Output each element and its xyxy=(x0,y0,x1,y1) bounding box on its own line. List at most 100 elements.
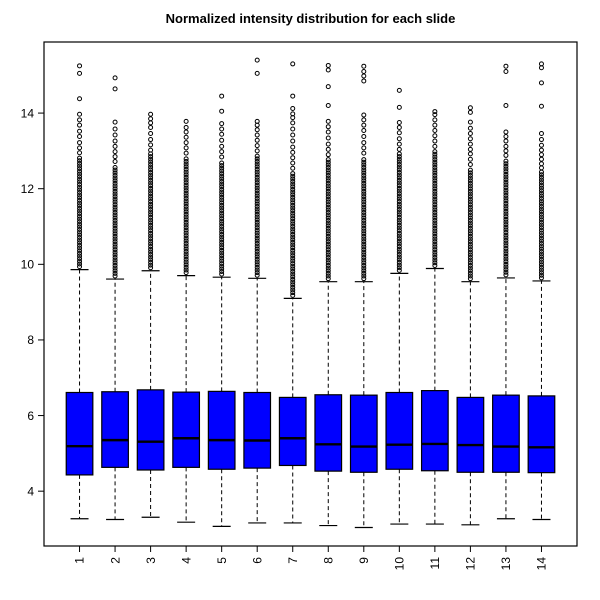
outlier-point xyxy=(219,266,225,272)
outlier-point xyxy=(148,191,154,197)
box-group-1: 1 xyxy=(65,63,94,564)
y-tick-label: 10 xyxy=(21,258,35,272)
outlier-point xyxy=(290,247,296,253)
outlier-point xyxy=(254,166,260,172)
outlier-point xyxy=(77,184,83,190)
outlier-point xyxy=(77,205,83,211)
outlier-point xyxy=(538,262,544,268)
outlier-point xyxy=(219,173,225,179)
outlier-point xyxy=(148,124,154,130)
outlier-point xyxy=(396,238,402,244)
outlier-point xyxy=(467,207,473,213)
outlier-point xyxy=(77,213,83,219)
outlier-point xyxy=(361,233,367,239)
outlier-point xyxy=(467,146,473,152)
outlier-point xyxy=(503,230,509,236)
outlier-point xyxy=(432,210,438,216)
outlier-point xyxy=(432,257,438,263)
outlier-point xyxy=(396,230,402,236)
outlier-point xyxy=(503,129,509,135)
outlier-point xyxy=(112,268,118,274)
outlier-point xyxy=(219,154,225,160)
outlier-point xyxy=(503,143,509,149)
outlier-point xyxy=(361,273,367,279)
outlier-point xyxy=(467,215,473,221)
outlier-point xyxy=(148,262,154,268)
outlier-point xyxy=(538,161,544,167)
outlier-point xyxy=(538,272,544,278)
iqr-box xyxy=(385,391,414,470)
outlier-point xyxy=(467,172,473,178)
outlier-point xyxy=(432,204,438,210)
outlier-point xyxy=(361,241,367,247)
outlier-point xyxy=(396,254,402,260)
outlier-point xyxy=(290,290,296,296)
outlier-point xyxy=(432,170,438,176)
outlier-point xyxy=(503,161,509,167)
outlier-point xyxy=(467,255,473,261)
x-tick-label: 13 xyxy=(499,557,513,571)
outlier-point xyxy=(503,245,509,251)
outlier-point xyxy=(219,186,225,192)
outlier-point xyxy=(432,186,438,192)
box-group-12: 12 xyxy=(456,105,485,570)
outlier-point xyxy=(219,242,225,248)
outlier-point xyxy=(361,183,367,189)
outlier-point xyxy=(219,261,225,267)
outlier-point xyxy=(290,266,296,272)
outlier-point xyxy=(325,257,331,263)
outlier-point xyxy=(325,180,331,186)
outlier-point xyxy=(112,132,118,138)
outlier-point xyxy=(325,236,331,242)
outlier-point xyxy=(467,257,473,263)
outlier-point xyxy=(538,61,544,67)
outlier-point xyxy=(503,103,509,109)
outlier-point xyxy=(396,251,402,257)
outlier-point xyxy=(361,239,367,245)
outlier-point xyxy=(183,201,189,207)
outlier-point xyxy=(325,188,331,194)
outlier-point xyxy=(396,141,402,147)
outlier-point xyxy=(361,165,367,171)
outlier-point xyxy=(77,96,83,102)
outlier-point xyxy=(538,103,544,109)
outlier-point xyxy=(148,175,154,181)
outlier-point xyxy=(290,250,296,256)
outlier-point xyxy=(290,271,296,277)
outlier-point xyxy=(361,215,367,221)
outlier-point xyxy=(361,257,367,263)
outlier-point xyxy=(396,228,402,234)
outlier-point xyxy=(77,166,83,172)
outlier-point xyxy=(148,220,154,226)
outlier-point xyxy=(325,273,331,279)
outlier-point xyxy=(254,169,260,175)
outlier-point xyxy=(361,249,367,255)
outlier-point xyxy=(325,191,331,197)
x-tick-label: 9 xyxy=(357,557,371,564)
outlier-point xyxy=(432,207,438,213)
outlier-point xyxy=(112,199,118,205)
outlier-point xyxy=(183,145,189,151)
outlier-point xyxy=(112,257,118,263)
outlier-point xyxy=(148,241,154,247)
outlier-point xyxy=(77,189,83,195)
outlier-point xyxy=(432,223,438,229)
outlier-point xyxy=(183,134,189,140)
outlier-point xyxy=(396,222,402,228)
outlier-point xyxy=(538,196,544,202)
outlier-point xyxy=(325,225,331,231)
outlier-point xyxy=(538,243,544,249)
outlier-point xyxy=(361,262,367,268)
outlier-point xyxy=(183,161,189,167)
outlier-point xyxy=(183,193,189,199)
outlier-point xyxy=(148,193,154,199)
outlier-point xyxy=(254,264,260,270)
outlier-point xyxy=(77,168,83,174)
outlier-point xyxy=(112,249,118,255)
outlier-point xyxy=(254,180,260,186)
outlier-point xyxy=(467,220,473,226)
outlier-point xyxy=(325,228,331,234)
outlier-point xyxy=(361,204,367,210)
outlier-point xyxy=(254,203,260,209)
outlier-point xyxy=(361,194,367,200)
